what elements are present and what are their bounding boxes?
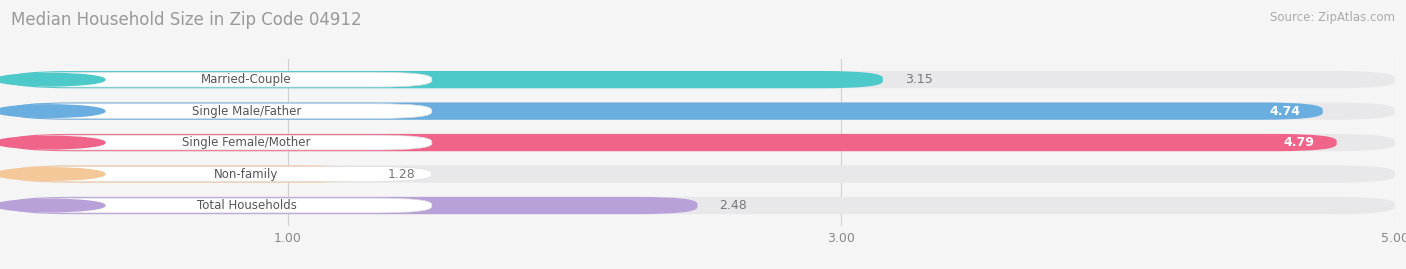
FancyBboxPatch shape <box>11 102 1395 120</box>
FancyBboxPatch shape <box>17 104 432 118</box>
Text: 1.28: 1.28 <box>388 168 415 180</box>
FancyBboxPatch shape <box>11 71 883 88</box>
FancyBboxPatch shape <box>11 102 1323 120</box>
Text: 2.48: 2.48 <box>720 199 748 212</box>
FancyBboxPatch shape <box>11 71 1395 88</box>
Text: 4.74: 4.74 <box>1270 105 1301 118</box>
Circle shape <box>0 73 105 86</box>
FancyBboxPatch shape <box>17 198 432 213</box>
Text: Median Household Size in Zip Code 04912: Median Household Size in Zip Code 04912 <box>11 11 361 29</box>
FancyBboxPatch shape <box>11 165 366 183</box>
Text: Source: ZipAtlas.com: Source: ZipAtlas.com <box>1270 11 1395 24</box>
Text: Non-family: Non-family <box>214 168 278 180</box>
Circle shape <box>0 168 105 180</box>
Text: Single Female/Mother: Single Female/Mother <box>183 136 311 149</box>
FancyBboxPatch shape <box>11 134 1337 151</box>
FancyBboxPatch shape <box>17 167 432 181</box>
FancyBboxPatch shape <box>17 135 432 150</box>
Circle shape <box>0 136 105 149</box>
FancyBboxPatch shape <box>11 197 1395 214</box>
FancyBboxPatch shape <box>11 165 1395 183</box>
Text: 3.15: 3.15 <box>905 73 932 86</box>
FancyBboxPatch shape <box>11 134 1395 151</box>
Text: 4.79: 4.79 <box>1284 136 1315 149</box>
Text: Married-Couple: Married-Couple <box>201 73 292 86</box>
Circle shape <box>0 199 105 212</box>
Circle shape <box>0 105 105 117</box>
Text: Total Households: Total Households <box>197 199 297 212</box>
Text: Single Male/Father: Single Male/Father <box>191 105 301 118</box>
FancyBboxPatch shape <box>11 197 697 214</box>
FancyBboxPatch shape <box>17 72 432 87</box>
